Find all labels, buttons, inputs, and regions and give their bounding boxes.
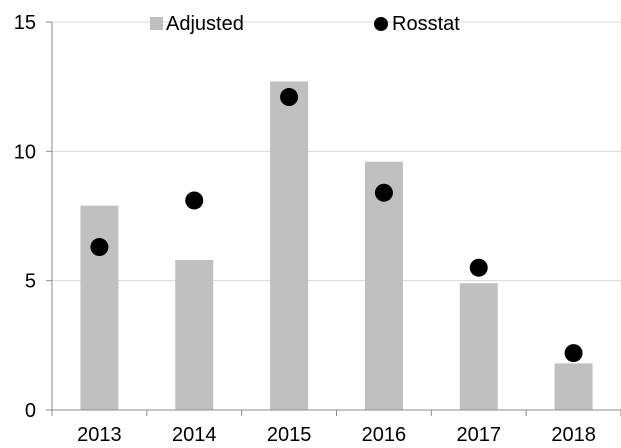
axes: 0 5 10 15 2013 2014 2015 2016 2017 2018 bbox=[14, 12, 621, 446]
y-tick-label: 5 bbox=[25, 271, 36, 293]
legend-swatch-adjusted bbox=[150, 17, 163, 30]
bar-adjusted-2017 bbox=[459, 283, 498, 410]
legend-label-rosstat: Rosstat bbox=[392, 13, 460, 35]
adjusted-bars bbox=[80, 81, 593, 410]
legend-label-adjusted: Adjusted bbox=[166, 13, 244, 35]
bar-adjusted-2014 bbox=[175, 259, 214, 410]
x-tick-label: 2018 bbox=[551, 424, 596, 443]
x-tick-label: 2013 bbox=[77, 424, 122, 443]
point-rosstat-2014 bbox=[185, 191, 204, 210]
gridlines bbox=[52, 21, 621, 282]
bar-adjusted-2015 bbox=[270, 81, 309, 410]
x-tick-label: 2017 bbox=[457, 424, 502, 443]
x-tick-label: 2015 bbox=[267, 424, 312, 443]
legend-marker-rosstat bbox=[374, 17, 388, 31]
point-rosstat-2013 bbox=[90, 238, 109, 257]
point-rosstat-2015 bbox=[280, 88, 299, 107]
x-tick-label: 2016 bbox=[362, 424, 407, 443]
x-tick-label: 2014 bbox=[172, 424, 217, 443]
point-rosstat-2016 bbox=[374, 183, 393, 202]
bar-adjusted-2018 bbox=[554, 363, 593, 410]
y-tick-label: 10 bbox=[14, 141, 36, 163]
rosstat-points bbox=[90, 88, 583, 363]
legend: Adjusted Rosstat bbox=[150, 13, 460, 35]
bar-adjusted-2013 bbox=[80, 205, 119, 410]
point-rosstat-2018 bbox=[564, 344, 583, 363]
bar-adjusted-2016 bbox=[364, 161, 403, 410]
y-tick-label: 15 bbox=[14, 12, 36, 34]
point-rosstat-2017 bbox=[469, 258, 488, 277]
y-tick-label: 0 bbox=[25, 400, 36, 422]
